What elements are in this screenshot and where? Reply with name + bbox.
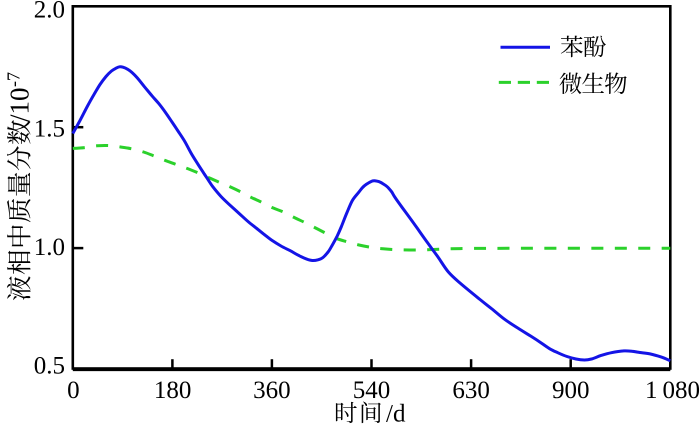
svg-text:0.5: 0.5 <box>34 353 65 380</box>
svg-text:-7: -7 <box>4 72 24 87</box>
svg-text:1 080: 1 080 <box>645 377 700 404</box>
svg-text:1.0: 1.0 <box>34 234 65 261</box>
svg-text:360: 360 <box>253 377 291 404</box>
svg-text:1.5: 1.5 <box>34 116 65 143</box>
svg-text:0: 0 <box>67 377 80 404</box>
svg-text:540: 540 <box>353 377 391 404</box>
svg-text:2.0: 2.0 <box>34 0 65 24</box>
svg-text:/10: /10 <box>5 87 35 122</box>
svg-text:/d: /d <box>386 401 406 428</box>
svg-text:630: 630 <box>452 377 490 404</box>
svg-text:900: 900 <box>552 377 590 404</box>
svg-text:180: 180 <box>154 377 192 404</box>
